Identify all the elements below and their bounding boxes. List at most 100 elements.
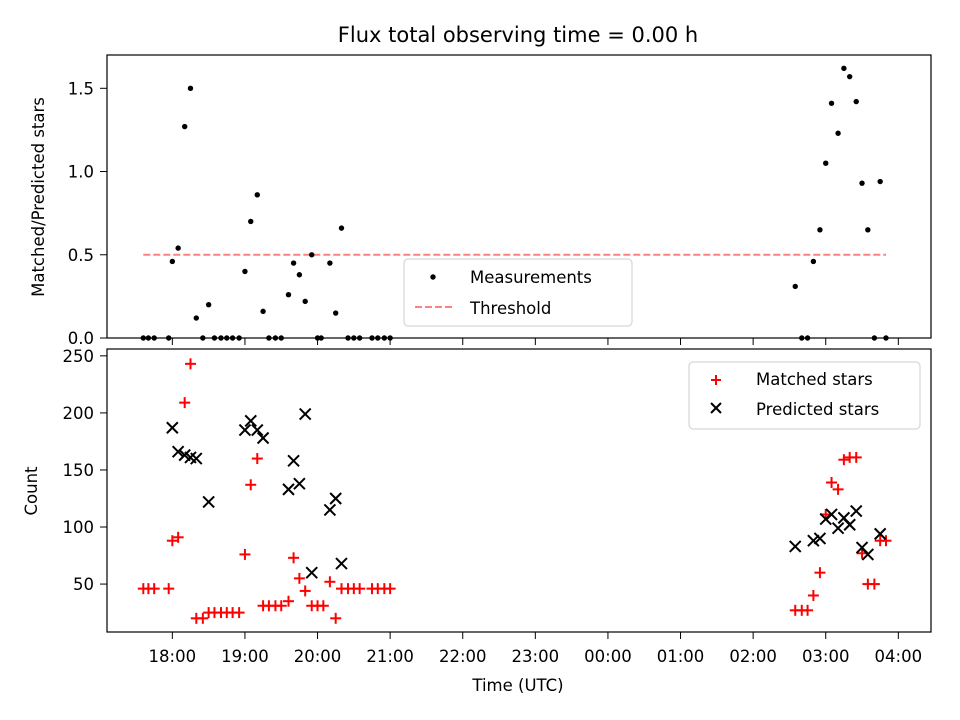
predicted-star-point	[861, 548, 875, 561]
matched-star-point	[172, 531, 184, 543]
legend-matched-label: Matched stars	[756, 370, 873, 389]
measurement-point	[792, 283, 798, 290]
measurement-point	[841, 65, 847, 72]
predicted-star-point	[813, 532, 827, 545]
predicted-star-point	[244, 414, 257, 428]
matched-star-point	[838, 454, 850, 466]
matched-star-point	[282, 595, 294, 607]
top-legend: Measurements Threshold	[403, 258, 633, 327]
measurement-point	[846, 73, 853, 80]
predicted-star-point	[166, 421, 179, 434]
top-y-tick-label: 1.5	[68, 79, 94, 98]
x-tick-label: 22:00	[439, 647, 487, 666]
bottom-y-tick-label: 150	[63, 461, 95, 480]
measurement-point	[193, 315, 199, 321]
predicted-star-point	[807, 534, 820, 547]
bottom-y-tick-label: 200	[63, 404, 95, 423]
measurement-point	[853, 98, 859, 105]
matched-star-point	[324, 576, 336, 588]
matched-star-point	[850, 451, 862, 463]
x-tick-label: 00:00	[584, 647, 632, 666]
matched-star-point	[802, 604, 814, 616]
legend-predicted-marker	[710, 402, 722, 414]
top-y-ticks: 0.0 0.5 1.0 1.5	[68, 79, 107, 348]
bottom-legend-box	[688, 361, 921, 430]
predicted-star-point	[251, 423, 264, 437]
legend-matched-marker	[711, 375, 721, 385]
predicted-star-point	[293, 477, 306, 490]
matched-star-point	[384, 583, 396, 595]
measurement-point	[248, 218, 254, 225]
matched-star-point	[868, 578, 880, 590]
x-axis-label: Time (UTC)	[471, 676, 563, 695]
predicted-star-point	[329, 492, 342, 505]
matched-star-point	[330, 612, 342, 624]
measurement-point	[302, 298, 308, 305]
measurement-point	[817, 227, 823, 233]
matched-star-point	[245, 479, 257, 491]
predicted-star-point	[282, 483, 295, 496]
measurement-point	[338, 225, 345, 231]
bottom-legend: Matched stars Predicted stars	[688, 361, 921, 430]
measurement-point	[285, 292, 292, 298]
top-legend-box	[403, 258, 633, 327]
matched-star-point	[880, 535, 892, 547]
predicted-star-point	[825, 508, 838, 521]
bottom-plot-area	[137, 358, 892, 624]
legend-measurements-label: Measurements	[470, 268, 592, 287]
matched-star-point	[184, 358, 196, 370]
measurement-point	[296, 272, 303, 278]
measurement-point	[260, 308, 266, 315]
predicted-star-point	[831, 521, 845, 535]
measurement-point	[205, 302, 212, 308]
matched-star-point	[251, 453, 263, 465]
measurement-point	[187, 85, 194, 91]
x-tick-label: 20:00	[294, 647, 342, 666]
predicted-star-point	[287, 454, 300, 468]
bottom-y-tick-label: 100	[63, 518, 95, 537]
predicted-star-point	[850, 504, 863, 518]
bottom-y-ticks: 50 100 150 200 250	[63, 347, 107, 594]
bottom-panel: 50 100 150 200 250 18:00 19:00 20:00 21:00 22:00…	[22, 347, 932, 695]
measurement-point	[835, 130, 841, 136]
top-y-tick-label: 1.0	[68, 163, 94, 182]
matched-star-point	[166, 535, 178, 547]
matched-star-point	[197, 612, 209, 624]
measurement-point	[810, 258, 817, 265]
top-axes-frame	[106, 54, 932, 339]
predicted-star-point	[171, 445, 185, 458]
top-x-ticks	[171, 338, 899, 345]
x-tick-label: 23:00	[512, 647, 560, 666]
x-tick-label: 18:00	[149, 647, 197, 666]
matched-star-point	[832, 483, 844, 495]
matched-star-point	[275, 600, 287, 612]
measurement-point	[290, 260, 297, 266]
bottom-y-tick-label: 250	[63, 347, 95, 366]
x-tick-label: 03:00	[802, 647, 850, 666]
measurement-point	[877, 178, 883, 185]
measurement-point	[175, 245, 181, 251]
matched-star-point	[299, 585, 311, 597]
matched-star-point	[288, 552, 300, 564]
matched-star-point	[354, 583, 366, 595]
bottom-x-ticks: 18:00 19:00 20:00 21:00 22:00 23:00 00:00 01:00…	[149, 632, 922, 666]
bottom-axes-frame	[106, 348, 932, 633]
measurement-point	[865, 227, 871, 233]
measurement-point	[181, 123, 188, 130]
measurement-point	[327, 260, 333, 266]
legend-threshold-label: Threshold	[469, 299, 551, 318]
x-tick-label: 02:00	[729, 647, 777, 666]
bottom-y-tick-label: 50	[73, 575, 94, 594]
legend-measurements-marker	[430, 274, 436, 280]
predicted-star-point	[238, 423, 252, 437]
predicted-star-point	[202, 495, 215, 509]
matched-star-point	[179, 397, 191, 409]
measurement-point	[169, 258, 176, 265]
top-y-tick-label: 0.5	[68, 246, 94, 265]
predicted-star-point	[335, 557, 348, 570]
legend-predicted-label: Predicted stars	[756, 400, 879, 419]
matched-star-point	[317, 600, 329, 612]
bottom-y-axis-label: Count	[22, 466, 41, 516]
